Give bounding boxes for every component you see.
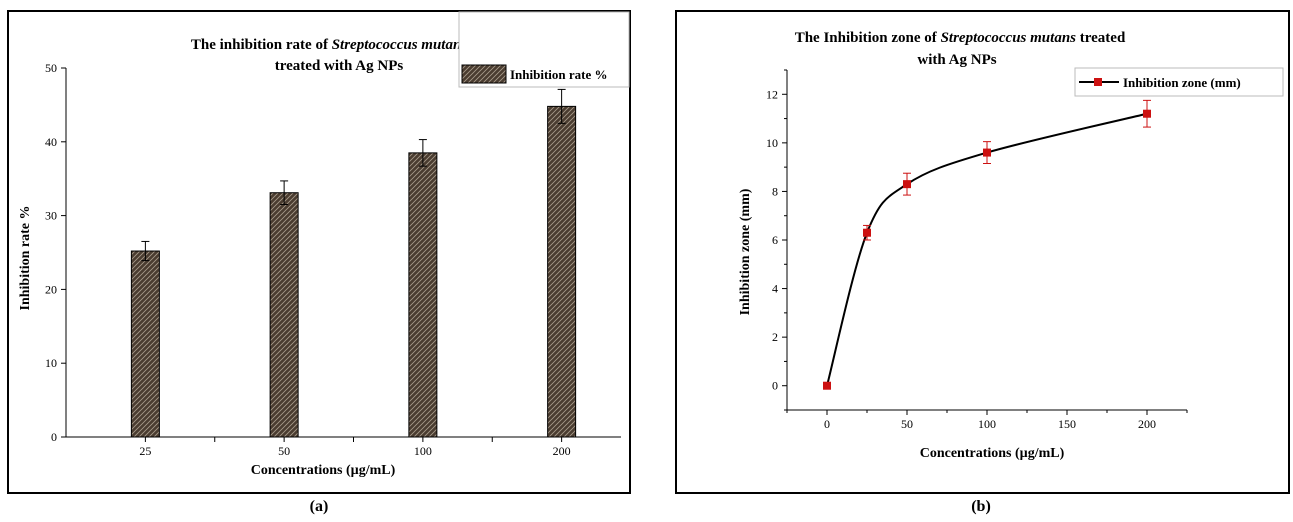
chart-a-bar xyxy=(408,152,438,438)
chart-b-x-tick-label: 150 xyxy=(1058,417,1076,431)
chart-b-y-axis-label: Inhibition zone (mm) xyxy=(738,188,753,315)
chart-b-y-tick-label: 8 xyxy=(772,184,778,198)
chart-a-y-axis-label: Inhibition rate % xyxy=(18,205,33,310)
chart-b-data-point xyxy=(823,381,831,390)
chart-b-y-tick-label: 10 xyxy=(766,136,778,150)
chart-a-x-tick-label: 200 xyxy=(553,444,571,458)
chart-b-y-tick-label: 6 xyxy=(772,233,778,247)
chart-b-title-line1: The Inhibition zone of Streptococcus mut… xyxy=(795,30,1126,46)
chart-b-y-tick-label: 0 xyxy=(772,379,778,393)
chart-a-title-line2: treated with Ag NPs xyxy=(275,58,404,74)
chart-a-x-tick-label: 100 xyxy=(414,444,432,458)
chart-b-x-tick-label: 50 xyxy=(901,417,913,431)
chart-a-y-tick-label: 40 xyxy=(45,135,57,149)
chart-a-y-tick-label: 0 xyxy=(51,430,57,444)
chart-b-x-axis-label: Concentrations (µg/mL) xyxy=(920,446,1065,461)
chart-a-panel: The inhibition rate of Streptococcus mut… xyxy=(7,10,631,494)
chart-b-data-point xyxy=(1143,109,1151,118)
chart-b-y-tick-label: 4 xyxy=(772,282,778,296)
chart-b-data-point xyxy=(903,180,911,189)
chart-a-x-tick-label: 50 xyxy=(278,444,290,458)
chart-b-data-point xyxy=(983,148,991,157)
chart-b-x-tick-label: 0 xyxy=(824,417,830,431)
chart-b-legend-marker xyxy=(1094,78,1102,86)
chart-a-bar xyxy=(269,192,299,438)
chart-a-legend-label: Inhibition rate % xyxy=(510,67,608,82)
chart-b-x-tick-label: 200 xyxy=(1138,417,1156,431)
chart-b-title-line2: with Ag NPs xyxy=(917,52,996,68)
chart-a-x-tick-label: 25 xyxy=(139,444,151,458)
caption-b: (b) xyxy=(971,498,991,515)
chart-b-y-tick-label: 12 xyxy=(766,87,778,101)
chart-a-y-tick-label: 20 xyxy=(45,282,57,296)
chart-a-x-axis-label: Concentrations (µg/mL) xyxy=(251,463,396,478)
chart-a: The inhibition rate of Streptococcus mut… xyxy=(18,11,630,478)
caption-a: (a) xyxy=(309,498,329,515)
chart-a-legend-swatch xyxy=(461,64,507,84)
chart-b-x-tick-label: 100 xyxy=(978,417,996,431)
chart-a-bar xyxy=(547,105,577,438)
chart-a-title-line1: The inhibition rate of Streptococcus mut… xyxy=(191,37,467,53)
chart-b-panel: The Inhibition zone of Streptococcus mut… xyxy=(675,10,1290,494)
chart-b-y-tick-label: 2 xyxy=(772,330,778,344)
chart-a-y-tick-label: 50 xyxy=(45,61,57,75)
chart-b: The Inhibition zone of Streptococcus mut… xyxy=(738,30,1284,461)
chart-a-y-tick-label: 10 xyxy=(45,356,57,370)
chart-b-legend-label: Inhibition zone (mm) xyxy=(1123,75,1241,90)
chart-b-data-point xyxy=(863,228,871,237)
chart-a-y-tick-label: 30 xyxy=(45,209,57,223)
chart-a-bar xyxy=(130,250,160,438)
